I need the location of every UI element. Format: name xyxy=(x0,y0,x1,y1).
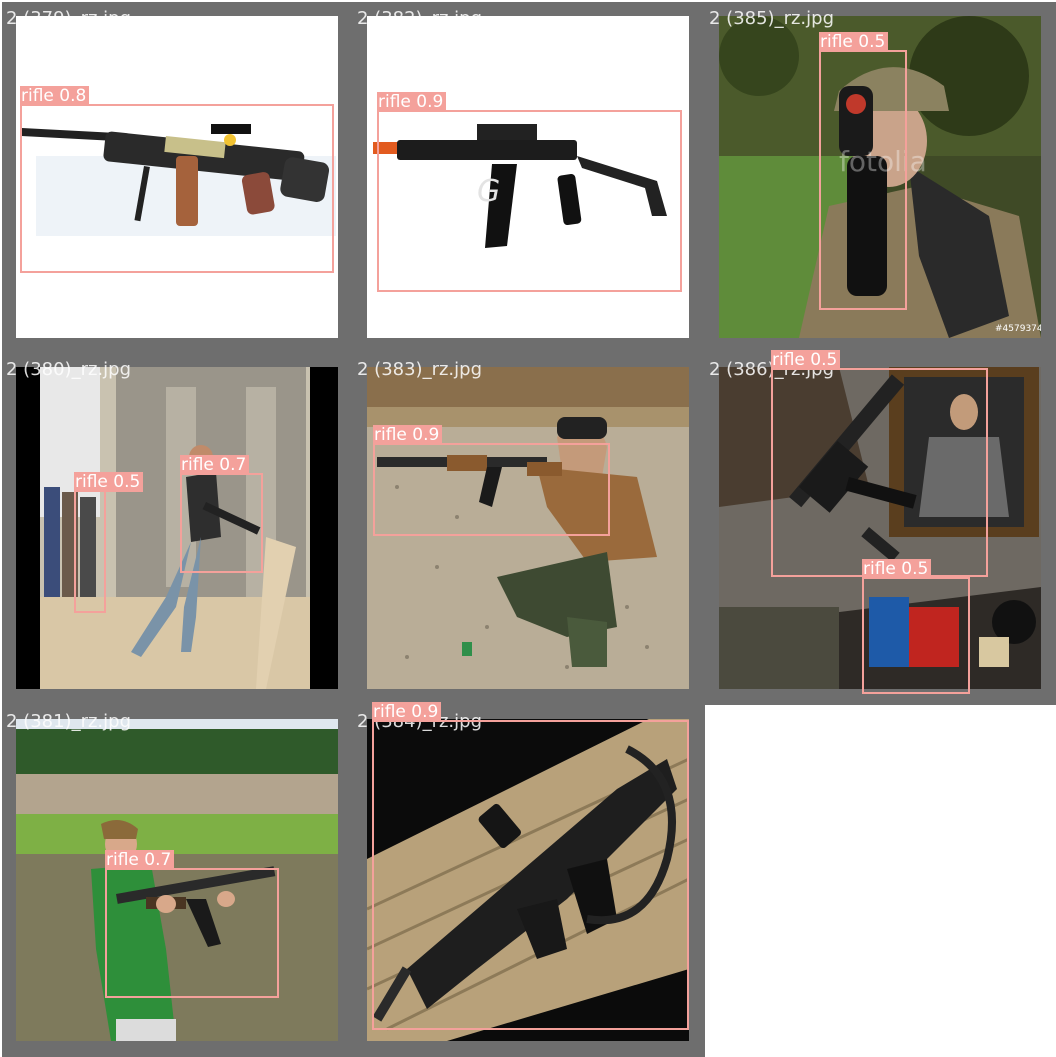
detection-label: rifle 0.9 xyxy=(373,425,443,445)
image-tile: G 2 (382)_rz.jpg rifle 0.9 xyxy=(353,2,705,354)
detection-box: rifle 0.9 xyxy=(372,702,689,1030)
detection-box: rifle 0.7 xyxy=(105,850,279,998)
photo xyxy=(16,367,338,689)
image-tile: 2 (386)_rz.jpg rifle 0.5 rifle 0.5 xyxy=(705,350,1056,705)
detection-box: rifle 0.9 xyxy=(377,92,682,292)
detection-box: rifle 0.5 xyxy=(862,559,970,694)
detection-box: rifle 0.5 xyxy=(771,350,988,577)
detection-label: rifle 0.8 xyxy=(20,86,90,106)
image-tile: 2 (383)_rz.jpg rifle 0.9 xyxy=(353,353,705,705)
tile-filename: 2 (382)_rz.jpg xyxy=(357,8,482,29)
detection-label: rifle 0.9 xyxy=(372,702,442,722)
tile-filename: 2 (383)_rz.jpg xyxy=(357,359,482,380)
detection-label: rifle 0.5 xyxy=(862,559,932,579)
image-tile: 2 (379)_rz.jpg rifle 0.8 xyxy=(2,2,354,354)
detection-label: rifle 0.9 xyxy=(377,92,447,112)
detection-label: rifle 0.5 xyxy=(771,350,841,370)
photo: G xyxy=(367,16,689,338)
tile-filename: 2 (381)_rz.jpg xyxy=(6,711,131,732)
image-tile: 2 (384)_rz.jpg rifle 0.9 xyxy=(353,702,705,1057)
image-tile: 2 (380)_rz.jpg rifle 0.5 rifle 0.7 xyxy=(2,353,354,705)
detection-box: rifle 0.5 xyxy=(74,472,144,613)
tile-filename: 2 (380)_rz.jpg xyxy=(6,359,131,380)
photo: fotolia #45793747 xyxy=(719,16,1041,338)
image-tile: fotolia #45793747 2 (385)_rz.jpg rifle 0… xyxy=(705,2,1056,354)
photo xyxy=(367,719,689,1041)
detection-label: rifle 0.5 xyxy=(74,472,144,492)
detection-label: rifle 0.7 xyxy=(180,455,250,475)
detection-box: rifle 0.7 xyxy=(180,455,263,573)
photo xyxy=(16,16,338,338)
tile-filename: 2 (385)_rz.jpg xyxy=(709,8,834,29)
detection-box: rifle 0.5 xyxy=(819,32,907,310)
image-tile: 2 (381)_rz.jpg rifle 0.7 xyxy=(2,705,354,1057)
detection-label: rifle 0.5 xyxy=(819,32,889,52)
detection-box: rifle 0.9 xyxy=(373,425,610,536)
detection-label: rifle 0.7 xyxy=(105,850,175,870)
tile-filename: 2 (379)_rz.jpg xyxy=(6,8,131,29)
svg-text:fotolia: fotolia xyxy=(839,145,927,178)
stock-id-text: #45793747 xyxy=(995,324,1041,334)
svg-text:G: G xyxy=(477,174,500,209)
detection-box: rifle 0.8 xyxy=(20,86,334,273)
photo xyxy=(367,367,689,689)
